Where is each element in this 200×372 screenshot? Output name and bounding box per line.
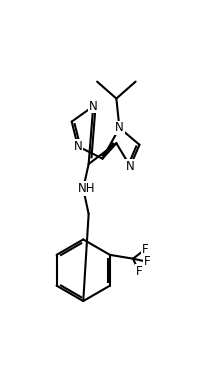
Text: F: F — [142, 243, 149, 256]
Text: NH: NH — [78, 182, 96, 195]
Text: N: N — [89, 100, 98, 113]
Text: N: N — [73, 140, 82, 153]
Text: F: F — [144, 255, 150, 268]
Text: N: N — [126, 160, 135, 173]
Text: N: N — [115, 121, 124, 134]
Text: F: F — [136, 264, 142, 278]
